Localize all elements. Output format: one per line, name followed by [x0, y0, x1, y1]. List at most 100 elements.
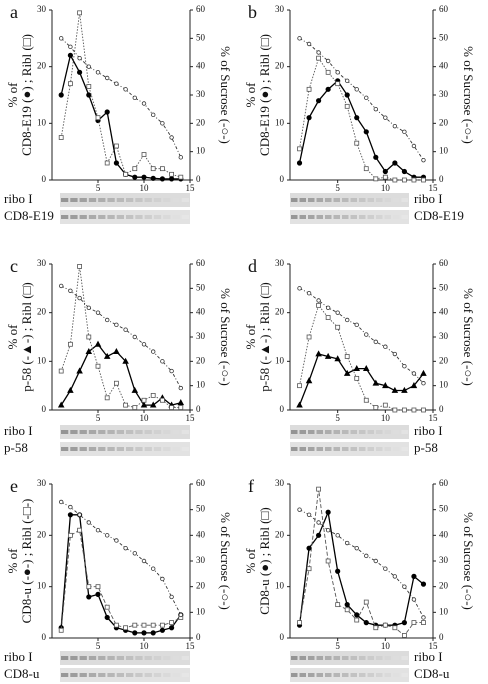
marker: [178, 174, 184, 180]
marker: [421, 620, 426, 625]
blot-band: [70, 656, 78, 660]
blot-band: [299, 215, 306, 219]
y2-tick-label: 60: [439, 478, 449, 488]
blot-band: [98, 198, 106, 202]
blot-band: [88, 430, 97, 434]
blot-band: [153, 215, 162, 219]
y2-tick-label: 40: [439, 61, 449, 71]
blot-band: [367, 430, 374, 434]
blot-band: [393, 656, 400, 660]
blot-band: [316, 656, 323, 660]
blot-band: [359, 656, 366, 660]
series-line: [60, 12, 181, 178]
marker: [67, 52, 74, 58]
y2-tick-label: 50: [196, 504, 206, 514]
blot-band: [163, 673, 171, 677]
marker: [86, 520, 91, 525]
marker: [306, 566, 312, 572]
axis-frame: [289, 484, 434, 639]
x-tick-label: 10: [140, 641, 150, 651]
marker: [334, 355, 341, 362]
blot-label: ribo I: [414, 649, 443, 664]
y-tick-label: 10: [275, 117, 285, 127]
marker: [306, 115, 312, 121]
y2-tick-label: 30: [196, 89, 206, 99]
y-tick-label: 30: [275, 258, 285, 268]
y2-tick-label: 60: [196, 4, 206, 14]
marker: [364, 95, 369, 101]
blot-band: [316, 447, 323, 451]
y2-tick-label: 50: [439, 32, 449, 42]
marker: [132, 622, 138, 628]
blot-band: [135, 447, 143, 451]
marker: [363, 129, 369, 135]
blot-band: [325, 430, 332, 434]
y2-tick-label: 50: [196, 32, 206, 42]
y2-tick-label: 10: [196, 606, 206, 616]
marker: [178, 155, 183, 160]
marker: [177, 399, 185, 406]
y2-tick-label: 20: [439, 355, 449, 365]
series-line: [299, 57, 424, 181]
marker: [169, 368, 174, 374]
marker: [363, 599, 369, 605]
y2-tick-label: 30: [439, 555, 449, 565]
marker: [383, 115, 388, 120]
blot-band: [98, 430, 106, 434]
marker: [344, 354, 350, 359]
x-tick-label: 10: [140, 413, 150, 423]
marker: [325, 315, 331, 320]
marker: [421, 615, 426, 620]
marker: [123, 402, 128, 408]
blot-band: [88, 673, 97, 677]
blot-label: CD8-E19: [4, 208, 54, 223]
marker: [354, 115, 360, 121]
blot-band: [325, 198, 332, 202]
marker: [77, 10, 82, 16]
marker: [141, 630, 147, 636]
blot-band: [384, 673, 391, 677]
marker: [421, 157, 426, 163]
marker: [297, 286, 302, 291]
marker: [335, 324, 341, 330]
marker: [77, 527, 82, 533]
marker: [316, 298, 321, 303]
marker: [296, 401, 303, 408]
blot-band: [144, 198, 152, 202]
blot-band: [70, 673, 78, 677]
marker: [160, 359, 165, 364]
y2-tick-label: 30: [439, 331, 449, 341]
blot-strip: [60, 193, 190, 207]
marker: [159, 166, 165, 172]
marker: [401, 633, 407, 638]
marker: [325, 58, 331, 64]
y-axis-label: % of: [5, 82, 20, 108]
marker: [58, 627, 64, 633]
y-tick-label: 30: [37, 4, 47, 14]
blot-band: [350, 673, 357, 677]
blot-band: [333, 656, 340, 660]
marker: [364, 553, 369, 559]
blot-band: [61, 656, 69, 660]
blot-band: [144, 673, 152, 677]
x-tick-label: 15: [186, 641, 196, 651]
y2-tick-label: 20: [196, 581, 206, 591]
blot-band: [299, 198, 306, 202]
y2-tick-label: 0: [196, 174, 201, 184]
blot-band: [107, 656, 115, 660]
marker: [76, 367, 83, 374]
blot-band: [181, 430, 189, 434]
marker: [141, 342, 147, 347]
marker: [401, 386, 408, 393]
axis-frame: [289, 10, 434, 181]
blot-band: [376, 215, 383, 219]
marker: [335, 70, 340, 75]
blot-label: CD8-E19: [414, 208, 464, 223]
panel-label: f: [248, 476, 254, 496]
marker: [382, 622, 388, 628]
blot-label: CD8-u: [4, 666, 40, 681]
marker: [169, 405, 175, 410]
blot-band: [384, 198, 391, 202]
blot-label: ribo I: [414, 423, 443, 438]
marker: [353, 364, 361, 372]
